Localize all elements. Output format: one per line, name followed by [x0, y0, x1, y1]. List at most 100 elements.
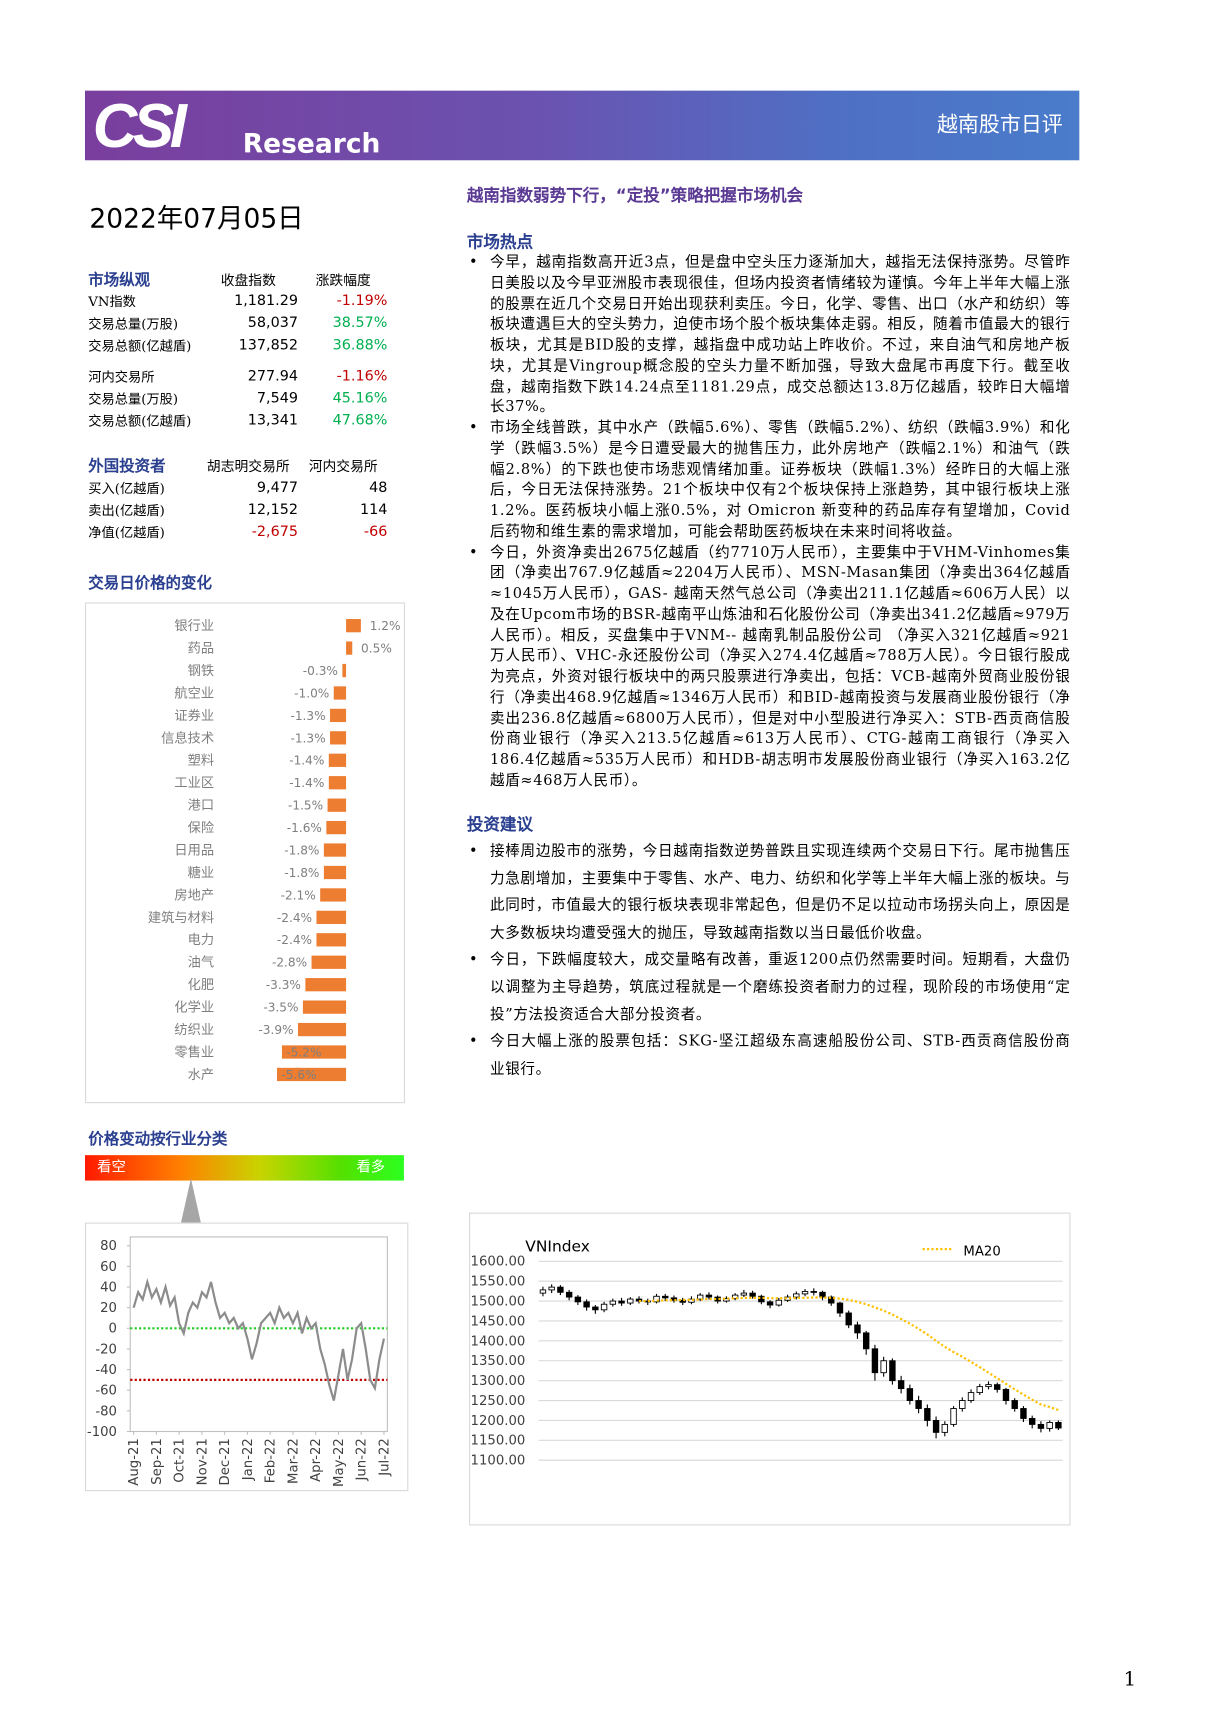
x-tick-label: Oct-21: [173, 1438, 188, 1483]
value-label: -2.1%: [281, 888, 316, 902]
x-tick-label: Mar-22: [286, 1438, 301, 1484]
category-label: 纺织业: [174, 1022, 214, 1038]
bar: [326, 820, 347, 835]
candle-body: [793, 1293, 800, 1298]
candle-body: [985, 1384, 992, 1388]
bar: [333, 686, 347, 700]
bullet-item: 接棒周边股市的涨势，今日越南指数逆势普跌且实现连续两个交易日下行。尾市抛售压力急…: [469, 839, 1070, 948]
bar: [305, 978, 347, 992]
candle-body: [749, 1292, 756, 1297]
row-label: 交易总量(万股): [88, 391, 179, 407]
candle-body: [679, 1299, 686, 1303]
candle-body: [539, 1289, 547, 1294]
cell-value: 13,341: [247, 412, 298, 429]
table-heading: 外国投资者: [88, 457, 166, 476]
candle-body: [583, 1301, 590, 1308]
chart-title: 价格变动按行业分类: [88, 1130, 228, 1149]
bar: [320, 888, 347, 902]
candle-body: [1020, 1408, 1027, 1419]
x-tick-label: Aug-21: [127, 1438, 142, 1486]
candle-body: [609, 1300, 617, 1305]
cell-value: -66: [363, 524, 388, 541]
category-label: 建筑与材料: [148, 910, 214, 926]
y-tick-label: 1150.00: [471, 1434, 526, 1449]
category-label: 银行业: [174, 618, 214, 634]
row-label: 河内交易所: [88, 368, 155, 385]
bar: [330, 708, 347, 723]
category-label: 水产: [188, 1067, 214, 1083]
candle-body: [592, 1306, 599, 1311]
bar: [302, 1000, 347, 1014]
bar: [327, 798, 347, 812]
bullet-item: 市场全线普跌，其中水产（跌幅5.6%）、零售（跌幅5.2%）、纺织（跌幅3.9%…: [469, 419, 1070, 543]
cell-value: 114: [359, 502, 388, 519]
cell-value: 7,549: [256, 389, 298, 407]
candle-body: [889, 1360, 896, 1382]
value-label: -3.3%: [266, 978, 301, 992]
category-label: 航空业: [174, 685, 214, 701]
candle-body: [1002, 1388, 1010, 1401]
candle-body: [897, 1380, 905, 1390]
cell-value: -1.19%: [336, 292, 388, 310]
category-label: 工业区: [174, 775, 214, 791]
pointer-arrow: [180, 1178, 201, 1223]
cell-value: 12,152: [247, 502, 298, 519]
cell-value: 36.88%: [332, 337, 388, 355]
candle-body: [731, 1294, 739, 1300]
value-label: -1.8%: [284, 866, 319, 880]
y-tick-label: 1450.00: [471, 1314, 526, 1329]
candle-body: [854, 1324, 861, 1334]
candle-body: [845, 1312, 852, 1326]
column-header: 收盘指数: [220, 271, 276, 289]
candle-body: [574, 1296, 582, 1303]
y-tick-label: 1300.00: [471, 1374, 526, 1389]
row-label: 交易总额(亿越盾): [88, 413, 192, 429]
row-label: 净值(亿越盾): [88, 525, 165, 541]
category-label: 糖业: [188, 865, 214, 881]
scale-label: 看多: [356, 1159, 386, 1177]
candle-body: [740, 1292, 748, 1296]
category-label: 港口: [188, 798, 214, 814]
ma-line: [638, 1296, 1059, 1412]
candle-body: [565, 1291, 573, 1298]
section-heading: 投资建议: [466, 814, 534, 835]
sentiment-gradient: [84, 1155, 404, 1181]
candle-body: [801, 1291, 809, 1295]
report-date: 2022年07月05日: [89, 203, 304, 235]
value-label: -2.4%: [277, 933, 312, 947]
bullet-item: 今日大幅上涨的股票包括：SKG-坚江超级东高速船股份公司、STB-西贡商信股份商…: [469, 1029, 1070, 1083]
scale-label: 看空: [97, 1159, 126, 1177]
y-tick-label: -80: [95, 1404, 117, 1419]
bar: [346, 641, 353, 655]
cell-value: 277.94: [247, 367, 298, 385]
candle-body: [915, 1400, 922, 1409]
candle-body: [1046, 1421, 1053, 1429]
candle-body: [941, 1423, 949, 1433]
category-label: 日用品: [174, 843, 214, 858]
row-label: VN指数: [88, 294, 136, 310]
bar: [328, 753, 347, 767]
y-tick-label: -100: [87, 1425, 117, 1440]
bar: [346, 619, 361, 633]
bar: [323, 843, 347, 857]
y-tick-label: 1350.00: [471, 1354, 526, 1369]
y-tick-label: 40: [100, 1280, 117, 1295]
y-tick-label: -20: [95, 1342, 117, 1357]
candle-body: [1037, 1423, 1045, 1429]
cell-value: 1,181.29: [234, 292, 298, 310]
row-label: 买入(亿越盾): [88, 480, 165, 497]
table-heading: 市场纵观: [88, 271, 151, 290]
cell-value: -2,675: [251, 524, 298, 541]
candle-body: [959, 1400, 966, 1409]
logo: CSI: [92, 90, 187, 161]
bullet-item: 今日，外资净卖出2675亿越盾（约7710万人民币），主要集中于VHM-Vinh…: [469, 543, 1070, 792]
x-tick-label: Feb-22: [264, 1438, 279, 1483]
category-label: 化肥: [188, 977, 214, 993]
x-tick-label: Jan-22: [241, 1438, 256, 1481]
arrow-shape: [180, 1178, 201, 1223]
plot-frame: [129, 1236, 388, 1433]
y-tick-label: 80: [100, 1239, 117, 1254]
value-label: -1.6%: [287, 821, 322, 835]
cell-value: 38.57%: [332, 315, 388, 332]
